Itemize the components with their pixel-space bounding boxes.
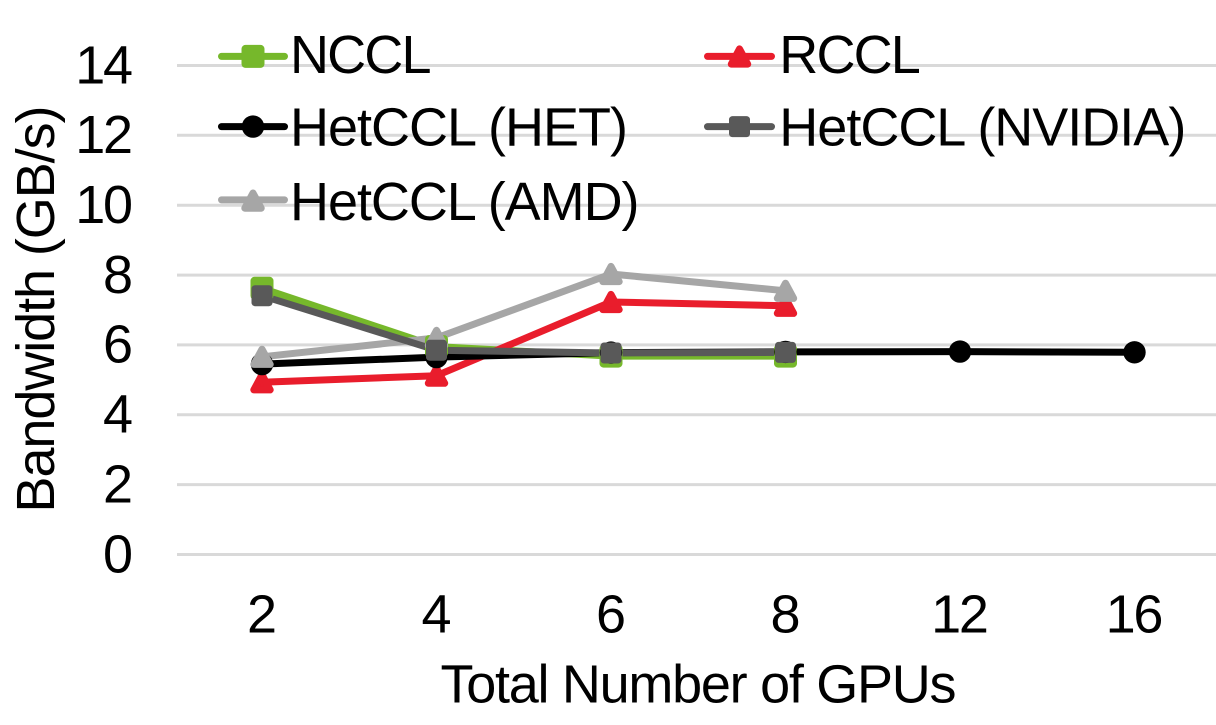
svg-text:4: 4 [421, 585, 451, 645]
svg-text:8: 8 [770, 585, 800, 645]
svg-text:Bandwidth (GB/s): Bandwidth (GB/s) [6, 106, 66, 513]
svg-text:12: 12 [75, 105, 133, 165]
svg-text:Total Number of GPUs: Total Number of GPUs [441, 655, 957, 715]
svg-text:RCCL: RCCL [779, 25, 921, 85]
svg-text:16: 16 [1106, 585, 1164, 645]
svg-text:14: 14 [75, 35, 133, 95]
svg-text:4: 4 [103, 385, 133, 445]
svg-text:12: 12 [931, 585, 989, 645]
svg-text:HetCCL (AMD): HetCCL (AMD) [290, 172, 640, 232]
svg-text:0: 0 [103, 524, 133, 584]
svg-text:NCCL: NCCL [290, 25, 432, 85]
svg-text:HetCCL (HET): HetCCL (HET) [290, 97, 628, 157]
svg-text:10: 10 [75, 175, 133, 235]
svg-text:8: 8 [103, 245, 133, 305]
svg-text:HetCCL (NVIDIA): HetCCL (NVIDIA) [779, 97, 1186, 157]
svg-text:2: 2 [103, 454, 133, 514]
svg-text:6: 6 [103, 315, 133, 375]
svg-text:2: 2 [247, 585, 277, 645]
svg-text:6: 6 [596, 585, 626, 645]
